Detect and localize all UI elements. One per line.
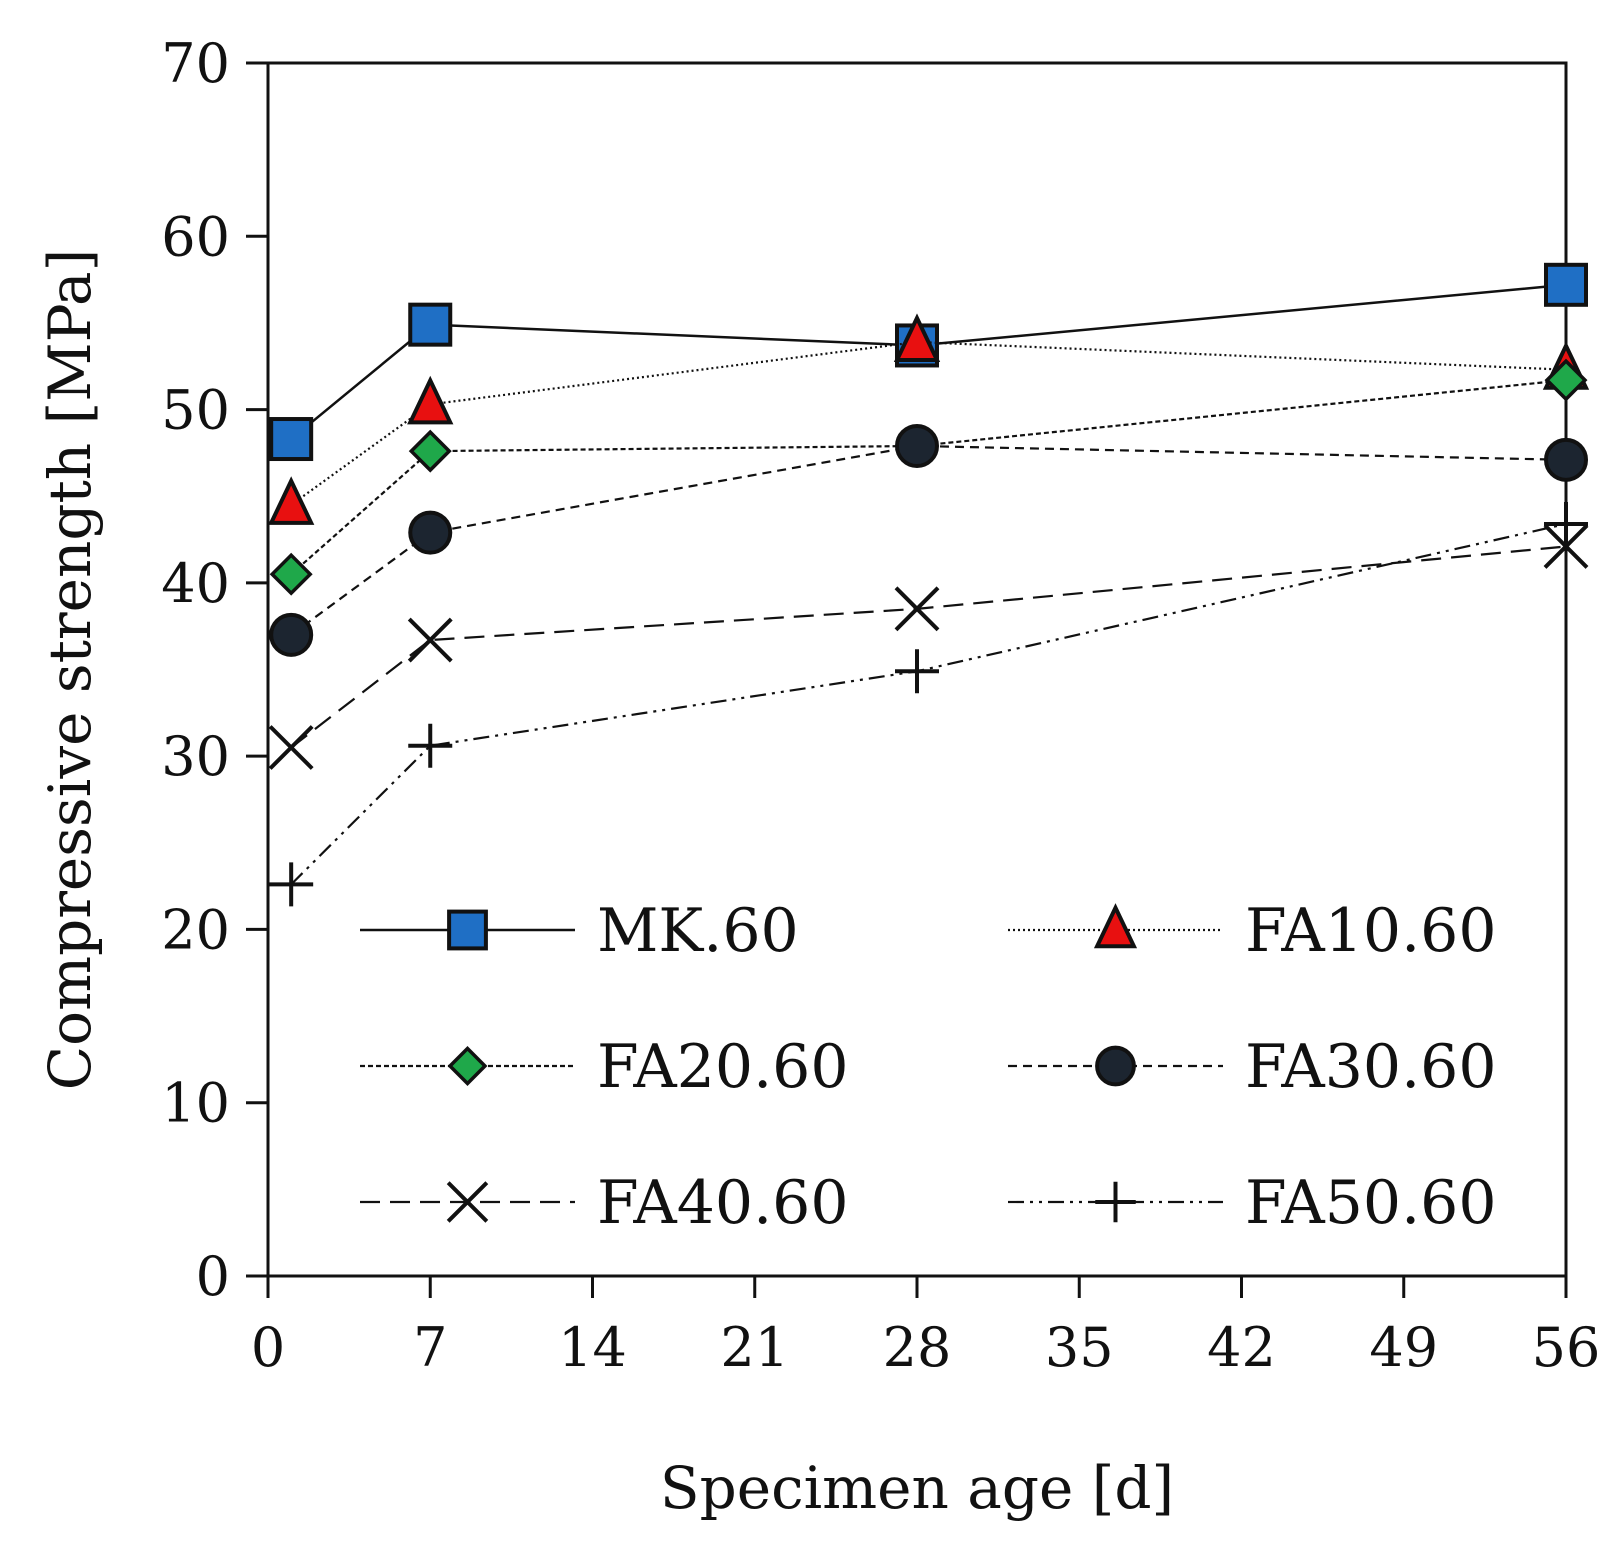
y-tick-label: 30 — [161, 725, 230, 788]
x-tick-label: 21 — [720, 1316, 789, 1379]
legend-label: MK.60 — [597, 896, 799, 966]
legend-item: MK.60 — [360, 896, 799, 966]
data-point-x — [268, 725, 314, 770]
data-point-x — [894, 586, 940, 632]
legend-label: FA20.60 — [597, 1032, 849, 1102]
data-point-triangle — [893, 313, 941, 362]
series-fa20-60 — [269, 358, 1588, 596]
legend-marker-diamond — [447, 1046, 488, 1086]
data-point-plus — [408, 723, 453, 768]
y-tick-label: 70 — [161, 32, 230, 95]
series-line — [290, 444, 1567, 636]
series-fa30-60 — [269, 423, 1588, 657]
series-fa50-60 — [269, 501, 1588, 907]
legend-marker-x — [446, 1181, 489, 1223]
data-point-circle — [408, 510, 453, 555]
legend-marker-triangle — [1093, 903, 1138, 949]
data-point-plus — [269, 862, 314, 907]
legend-item: FA50.60 — [1008, 1168, 1497, 1238]
x-tick-label: 35 — [1045, 1316, 1114, 1379]
legend-item: FA10.60 — [1008, 896, 1497, 966]
data-point-plus — [1544, 501, 1588, 546]
data-point-circle — [895, 423, 939, 468]
x-tick-label: 7 — [413, 1316, 447, 1379]
legend-marker-square — [447, 909, 488, 951]
x-tick-label: 28 — [883, 1316, 952, 1379]
series-line — [290, 340, 1567, 506]
data-point-circle — [1544, 437, 1588, 482]
legend: MK.60 FA10.60 FA20.60 FA30.60 FA40.60 FA50.60 — [360, 896, 1497, 1238]
data-point-triangle — [268, 476, 315, 525]
series-line — [290, 283, 1567, 440]
legend-item: FA20.60 — [360, 1032, 849, 1102]
x-tick-label: 42 — [1207, 1316, 1276, 1379]
x-axis: 0 7 14 21 28 35 42 49 56 — [251, 1276, 1601, 1379]
y-tick-label: 10 — [161, 1072, 230, 1135]
data-point-diamond — [408, 429, 452, 473]
legend-item: FA30.60 — [1008, 1032, 1497, 1102]
x-tick-label: 0 — [251, 1316, 285, 1379]
legend-marker-circle — [1095, 1045, 1136, 1087]
legend-label: FA40.60 — [597, 1168, 849, 1238]
data-point-plus — [895, 649, 939, 694]
y-tick-label: 40 — [161, 552, 230, 615]
x-tick-label: 14 — [558, 1316, 627, 1379]
y-tick-label: 50 — [161, 379, 230, 442]
data-point-diamond — [1544, 358, 1588, 402]
data-point-circle — [269, 612, 314, 657]
series-fa40-60 — [268, 524, 1589, 770]
data-point-square — [269, 417, 314, 462]
y-tick-label: 20 — [161, 898, 230, 961]
legend-marker-plus — [1095, 1181, 1136, 1223]
legend-item: FA40.60 — [360, 1168, 849, 1238]
data-point-triangle — [407, 375, 454, 425]
data-point-x — [1543, 524, 1589, 569]
series-line — [290, 379, 1567, 576]
x-axis-title: Specimen age [d] — [660, 1454, 1174, 1522]
legend-label: FA50.60 — [1245, 1168, 1497, 1238]
data-point-diamond — [269, 552, 313, 596]
data-point-square — [1544, 262, 1588, 307]
x-tick-label: 56 — [1532, 1316, 1601, 1379]
series-layer — [268, 262, 1590, 907]
y-tick-label: 0 — [196, 1245, 230, 1308]
data-point-square — [408, 302, 453, 347]
y-axis: 0 10 20 30 40 50 60 70 — [161, 32, 268, 1308]
legend-label: FA10.60 — [1245, 896, 1497, 966]
series-line — [290, 522, 1567, 886]
x-tick-label: 49 — [1369, 1316, 1438, 1379]
legend-label: FA30.60 — [1245, 1032, 1497, 1102]
y-tick-label: 60 — [161, 205, 230, 268]
y-axis-title: Compressive strength [MPa] — [36, 249, 104, 1090]
data-point-x — [407, 617, 453, 663]
